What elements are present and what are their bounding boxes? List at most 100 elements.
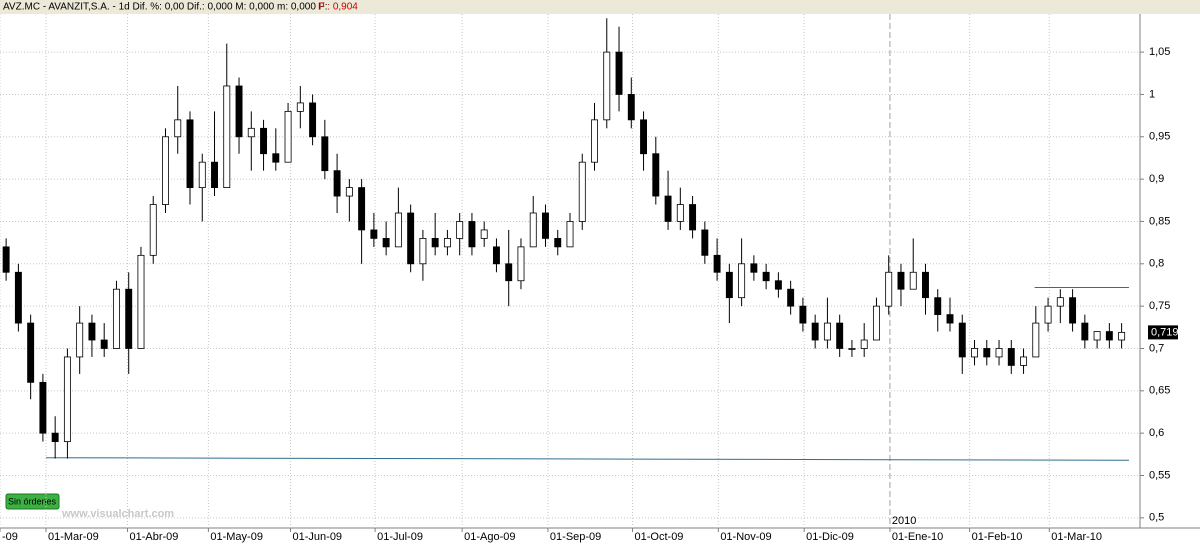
candle-body <box>725 271 733 299</box>
candle-body <box>211 161 218 188</box>
candle-body <box>762 271 770 282</box>
candle-body <box>811 322 819 341</box>
candle-body <box>370 229 378 239</box>
candle-body <box>162 136 169 205</box>
candle-body <box>358 187 366 231</box>
x-tick-label: -09 <box>2 531 18 543</box>
candle-body <box>591 119 598 163</box>
candle-body <box>1118 331 1126 341</box>
y-tick-label: 0,5 <box>1149 512 1164 524</box>
candle-body <box>615 51 623 95</box>
candle-body <box>63 356 71 443</box>
x-tick-label: 01-Mar-09 <box>48 531 99 543</box>
candle-body <box>309 102 317 138</box>
candle-body <box>149 204 157 256</box>
candle-body <box>492 246 500 265</box>
candle-body <box>112 288 120 349</box>
candle-body <box>235 85 243 138</box>
candle-body <box>1081 322 1089 341</box>
candle-body <box>603 51 611 121</box>
y-tick-label: 1,05 <box>1149 46 1170 58</box>
y-tick-label: 0,7 <box>1149 342 1164 354</box>
x-tick-label: 01-Oct-09 <box>635 531 684 543</box>
candle-body <box>713 254 721 273</box>
candle-body <box>627 94 635 121</box>
y-tick-label: 1 <box>1149 88 1155 100</box>
x-tick-label: 01-Abr-09 <box>129 531 178 543</box>
candle-body <box>529 212 537 248</box>
candle-body <box>431 237 439 248</box>
candle-body <box>27 322 35 383</box>
y-tick-label: 0,6 <box>1149 427 1164 439</box>
candle-body <box>885 271 893 307</box>
candle-body <box>676 204 684 222</box>
header: AVZ.MC - AVANZIT,S.A. - 1d Dif. %: 0,00 … <box>3 2 328 13</box>
candle-body <box>971 348 978 358</box>
candle-body <box>260 127 268 155</box>
candle-body <box>995 348 1003 358</box>
candle-body <box>1093 331 1101 341</box>
candle-body <box>443 237 451 248</box>
level-line <box>45 457 1129 461</box>
candle-body <box>897 271 905 290</box>
x-tick-label: 01-Dic-09 <box>806 531 854 543</box>
x-tick-label: 01-Jun-09 <box>293 531 343 543</box>
x-tick-label: 01-Nov-09 <box>720 531 771 543</box>
candle-body <box>296 102 304 112</box>
header-bar <box>0 0 1200 14</box>
candle-body <box>2 246 10 273</box>
candle-body <box>922 271 929 299</box>
candle-body <box>872 305 880 341</box>
candle-body <box>247 127 255 138</box>
y-tick-label: 0,9 <box>1149 173 1164 185</box>
watermark: www.visualchart.com <box>61 508 174 520</box>
candle-body <box>345 187 353 197</box>
x-tick-label: 01-Ene-10 <box>892 531 943 543</box>
candle-body <box>578 161 586 222</box>
candle-body <box>1044 305 1052 324</box>
last-value-label: 0,719 <box>1151 326 1179 338</box>
candle-body <box>689 204 697 231</box>
candle-body <box>652 153 660 197</box>
candle-body <box>272 153 280 163</box>
y-tick-label: 0,85 <box>1149 215 1170 227</box>
candle-body <box>774 280 782 290</box>
last-value-box <box>1148 325 1178 340</box>
x-tick-label: 01-Mar-10 <box>1051 531 1102 543</box>
candle-body <box>468 221 476 248</box>
candle-body <box>946 314 954 324</box>
candle-body <box>382 237 390 248</box>
header-price: P : 0,904 <box>318 2 358 13</box>
candle-body <box>407 212 415 265</box>
candle-body <box>554 237 562 248</box>
candle-body <box>100 339 108 349</box>
candle-body <box>505 263 513 282</box>
candle-body <box>860 339 868 349</box>
candle-body <box>1056 297 1064 307</box>
candle-body <box>39 381 47 434</box>
candle-body <box>125 288 133 349</box>
candle-body <box>14 271 22 324</box>
y-tick-label: 0,8 <box>1149 258 1164 270</box>
x-tick-label: 01-May-09 <box>210 531 263 543</box>
candle-body <box>517 246 525 282</box>
status-button-label[interactable]: Sin órdenes <box>8 496 57 506</box>
candle-body <box>394 212 402 248</box>
candle-body <box>738 263 746 299</box>
candle-body <box>88 322 96 341</box>
candle-body <box>640 119 648 155</box>
candle-body <box>321 136 329 172</box>
candle-body <box>1105 331 1113 341</box>
candle-body <box>909 271 917 290</box>
candle-body <box>823 322 831 341</box>
candle-body <box>223 85 231 188</box>
x-tick-label: 01-Feb-10 <box>972 531 1023 543</box>
y-tick-label: 0,75 <box>1149 300 1170 312</box>
candle-body <box>958 322 966 358</box>
x-tick-label: 01-Sep-09 <box>550 531 601 543</box>
candle-body <box>1020 356 1028 366</box>
candle-body <box>186 119 194 188</box>
year-label: 2010 <box>892 515 916 527</box>
candle-body <box>174 119 182 138</box>
